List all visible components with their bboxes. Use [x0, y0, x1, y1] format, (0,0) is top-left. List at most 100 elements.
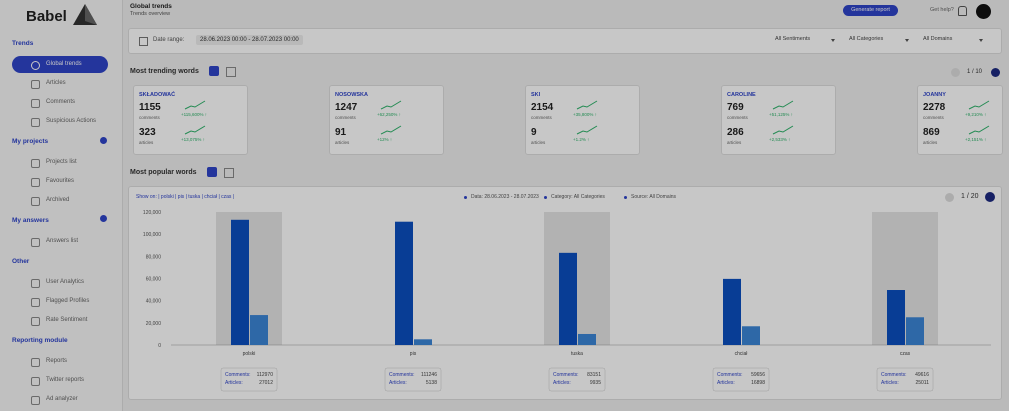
- bar: [250, 315, 268, 345]
- trend-count-label: articles: [923, 140, 938, 145]
- trend-count: 769: [727, 102, 744, 113]
- sparkline-path: [968, 125, 990, 135]
- summary-box: [712, 367, 770, 392]
- bar: [414, 339, 432, 345]
- bar: [578, 333, 596, 345]
- summary-label: Articles:: [553, 380, 571, 386]
- nav-item[interactable]: User Analytics: [46, 279, 85, 285]
- nav-item[interactable]: Favourites: [46, 178, 75, 184]
- trend-change: +51,125% ↑: [769, 112, 793, 117]
- sparkline: [772, 100, 794, 110]
- page-title: Global trends: [130, 3, 172, 10]
- nav-item[interactable]: Reports: [46, 358, 68, 364]
- sidebar: Babel Trends Global trends Articles Comment…: [0, 0, 123, 411]
- nav-item[interactable]: Rate Sentiment: [46, 317, 88, 323]
- section-title: Most trending words: [130, 68, 199, 75]
- y-tick-label: 100,000: [143, 232, 161, 238]
- nav-item[interactable]: Articles: [46, 80, 66, 86]
- summary-label: Articles:: [225, 380, 243, 386]
- nav-item[interactable]: Answers list: [46, 238, 79, 244]
- trend-count-label: comments: [335, 115, 356, 120]
- add-answer: [100, 215, 107, 222]
- next-button[interactable]: [991, 68, 1000, 77]
- nav-item[interactable]: Comments: [46, 99, 76, 105]
- sparkline: [184, 125, 206, 135]
- sparkline: [576, 125, 598, 135]
- edit-icon[interactable]: [226, 67, 236, 77]
- summary-box: [548, 367, 606, 392]
- edit-icon[interactable]: [224, 168, 234, 178]
- trend-count: 9: [531, 127, 537, 138]
- y-tick-label: 0: [158, 343, 161, 349]
- trend-count-label: comments: [727, 115, 748, 120]
- summary-value: 16898: [751, 380, 765, 386]
- y-tick-label: 120,000: [143, 210, 161, 216]
- notifications[interactable]: [958, 6, 967, 16]
- sparkline: [380, 100, 402, 110]
- chart-panel: Show on: | polski | pis | tuska | chciał…: [128, 186, 1002, 400]
- nav-icon: [31, 238, 40, 247]
- trend-word: JOANNY: [923, 92, 946, 98]
- sparkline-path: [576, 100, 598, 110]
- trend-word: NOSOWSKA: [335, 92, 368, 98]
- summary-label: Comments:: [717, 372, 743, 378]
- show-on-filter[interactable]: Show on: | polski | pis | tuska | chciał…: [136, 194, 235, 200]
- trend-count: 323: [139, 127, 156, 138]
- y-tick-label: 60,000: [146, 277, 162, 283]
- sparkline-path: [576, 125, 598, 135]
- nav-item[interactable]: Ad analyzer: [46, 396, 78, 402]
- bar-chart: 0 20,000 40,000 60,000 80,000 100,000 120,000 p…: [143, 210, 991, 392]
- legend-text: Source: All Domains: [631, 194, 677, 200]
- trend-change: +12% ↑: [377, 137, 393, 142]
- sparkline: [184, 100, 206, 110]
- nav-item[interactable]: Archived: [46, 197, 70, 203]
- nav-icon: [31, 358, 40, 367]
- nav-icon: [31, 61, 40, 70]
- summary-value: 27012: [259, 380, 273, 386]
- trend-count-label: articles: [531, 140, 546, 145]
- trend-card: CAROLINE 769 comments +51,125% ↑ 286 articles…: [721, 85, 836, 155]
- prev-button[interactable]: [951, 68, 960, 77]
- nav-section-title: Trends: [12, 40, 34, 47]
- trend-count-label: comments: [139, 115, 160, 120]
- nav-icon: [31, 178, 40, 187]
- nav-item[interactable]: Suspicious Actions: [46, 118, 97, 124]
- prev-button[interactable]: [945, 193, 954, 202]
- generate-report-button[interactable]: Generate report: [843, 5, 898, 16]
- nav-icon: [31, 298, 40, 307]
- trend-count-label: comments: [923, 115, 944, 120]
- nav-icon: [31, 159, 40, 168]
- calendar-icon: [139, 37, 148, 46]
- date-range[interactable]: 28.06.2023 00:00 - 28.07.2023 00:00: [196, 35, 303, 45]
- view-toggle[interactable]: [207, 167, 217, 177]
- nav-item[interactable]: Projects list: [46, 159, 77, 165]
- summary-value: 59656: [751, 372, 765, 378]
- filter-select[interactable]: All Sentiments: [775, 36, 811, 42]
- filter-select[interactable]: All Categories: [849, 36, 884, 42]
- next-button[interactable]: [985, 192, 995, 202]
- trend-change: +13,075% ↑: [181, 137, 205, 142]
- logo-icon: [73, 4, 97, 25]
- section-title: Most popular words: [130, 169, 197, 176]
- trend-word: CAROLINE: [727, 92, 756, 98]
- nav-item[interactable]: Twitter reports: [46, 377, 85, 383]
- nav-section-title: Other: [12, 258, 30, 265]
- help-link[interactable]: Get help?: [930, 7, 954, 13]
- pager: 1 / 20: [961, 193, 979, 200]
- summary-box: [220, 367, 278, 392]
- trend-card: NOSOWSKA 1247 comments +62,250% ↑ 91 articles…: [329, 85, 444, 155]
- view-toggle[interactable]: [209, 66, 219, 76]
- nav-item[interactable]: Flagged Profiles: [46, 298, 90, 304]
- trend-word: SKI: [531, 92, 541, 98]
- bar: [231, 219, 249, 345]
- summary-label: Comments:: [553, 372, 579, 378]
- breadcrumb: Trends overview: [130, 11, 171, 17]
- filter-select[interactable]: All Domains: [923, 36, 953, 42]
- summary-value: 49616: [915, 372, 929, 378]
- y-tick-label: 40,000: [146, 299, 162, 305]
- y-tick-label: 80,000: [146, 254, 162, 260]
- nav-item[interactable]: Global trends: [46, 61, 82, 67]
- avatar[interactable]: [976, 4, 991, 19]
